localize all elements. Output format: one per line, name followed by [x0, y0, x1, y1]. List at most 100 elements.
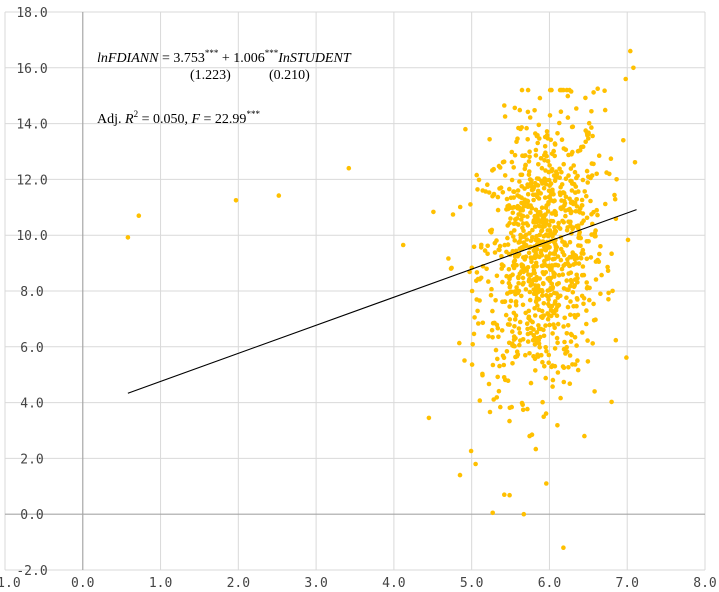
data-point	[565, 225, 570, 230]
data-point	[463, 126, 468, 132]
data-point	[590, 341, 595, 346]
data-point	[605, 268, 611, 274]
data-point	[546, 201, 551, 207]
data-point	[575, 276, 580, 281]
data-point	[539, 205, 545, 210]
data-point	[506, 267, 512, 272]
data-point	[579, 221, 585, 226]
data-point	[567, 196, 572, 202]
data-point	[546, 301, 551, 307]
data-point	[525, 331, 531, 337]
data-point	[557, 166, 562, 172]
data-point	[517, 342, 522, 348]
data-point	[488, 292, 494, 298]
data-point	[584, 321, 589, 327]
data-point	[543, 345, 548, 350]
axes	[5, 12, 705, 570]
data-point	[495, 356, 500, 362]
data-point	[530, 255, 535, 261]
data-point	[525, 339, 531, 344]
data-point	[426, 415, 432, 421]
data-point	[510, 210, 516, 215]
data-point	[568, 166, 574, 171]
data-point	[518, 235, 524, 241]
equation-coefficient: 1.006	[233, 51, 265, 66]
data-point	[575, 148, 581, 154]
data-point	[508, 230, 514, 236]
data-point	[471, 244, 477, 250]
data-point	[558, 293, 563, 299]
data-point	[578, 255, 584, 261]
data-point	[585, 338, 590, 343]
data-point	[561, 87, 566, 93]
data-point	[497, 243, 503, 249]
data-point	[586, 120, 592, 126]
data-point	[469, 288, 475, 294]
data-point	[495, 194, 501, 200]
y-tick-label: 12.0	[16, 173, 47, 188]
data-point	[623, 76, 628, 82]
data-point	[583, 128, 588, 133]
data-point	[545, 294, 551, 300]
data-point	[533, 147, 539, 153]
data-point	[512, 324, 517, 329]
data-point	[544, 153, 549, 159]
data-point	[580, 330, 585, 335]
data-point	[542, 364, 547, 369]
data-point	[572, 335, 578, 340]
data-point	[569, 280, 574, 285]
data-point	[546, 177, 552, 183]
data-point	[501, 362, 507, 368]
data-point	[543, 150, 548, 155]
data-point	[527, 115, 533, 120]
data-point	[536, 162, 541, 167]
data-point	[476, 177, 482, 183]
y-tick-label: 6.0	[20, 341, 43, 356]
data-point	[480, 320, 486, 326]
data-point	[514, 285, 519, 290]
data-point	[541, 301, 547, 306]
data-point	[575, 280, 580, 285]
data-point	[450, 212, 456, 217]
data-point	[564, 345, 569, 350]
data-point	[514, 349, 520, 355]
data-point	[538, 191, 543, 196]
data-point	[528, 380, 534, 386]
data-point	[513, 248, 519, 254]
data-point	[509, 159, 515, 165]
x-tick-label: 3.0	[304, 576, 327, 591]
data-point	[513, 336, 518, 341]
data-point	[541, 271, 546, 277]
data-point	[588, 255, 594, 260]
data-point	[498, 404, 503, 410]
data-point	[507, 289, 513, 295]
data-point	[559, 169, 564, 175]
data-point	[511, 259, 517, 265]
data-point	[513, 221, 519, 226]
data-point	[508, 216, 513, 221]
y-tick-label: 2.0	[20, 452, 43, 467]
data-point	[562, 315, 567, 321]
data-point	[509, 149, 515, 155]
data-point	[581, 301, 586, 307]
data-point	[531, 264, 536, 270]
f-significance: ***	[246, 109, 260, 119]
data-point	[581, 296, 587, 301]
data-point	[500, 159, 506, 165]
data-point	[478, 275, 484, 281]
data-point	[507, 304, 512, 309]
data-point	[485, 243, 491, 249]
data-point	[542, 158, 547, 163]
data-point	[496, 334, 501, 340]
data-point	[536, 223, 541, 228]
data-point	[531, 270, 536, 276]
data-point	[567, 239, 573, 245]
data-point	[567, 381, 573, 387]
data-point	[521, 511, 527, 517]
data-point	[570, 290, 576, 295]
data-point	[525, 204, 531, 209]
data-point	[477, 398, 483, 403]
data-point	[519, 184, 524, 189]
data-point	[525, 214, 530, 219]
data-point	[602, 88, 607, 93]
